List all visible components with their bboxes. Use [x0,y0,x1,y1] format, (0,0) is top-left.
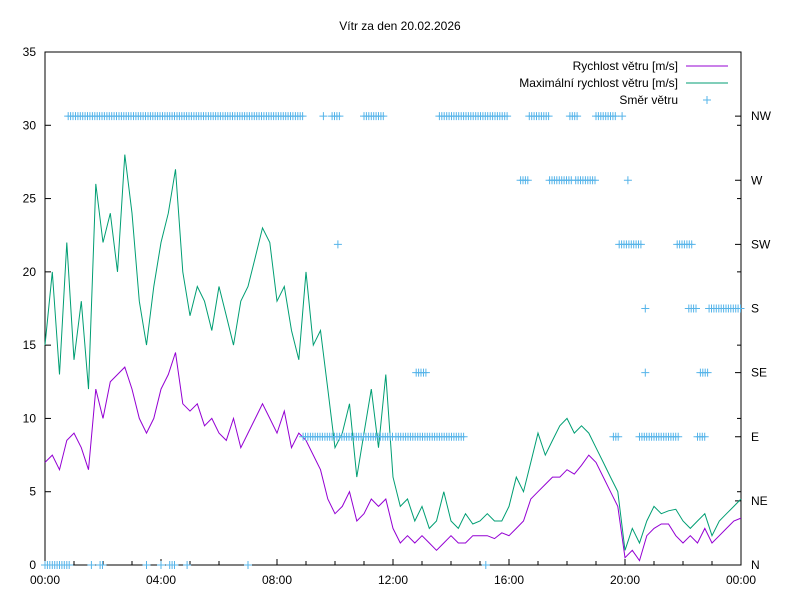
x-tick-label: 00:00 [726,573,756,587]
y2-tick-label: E [751,430,759,444]
direction-point [333,240,342,249]
direction-point [544,112,553,121]
y2-tick-label: NW [751,109,772,123]
direction-point [700,432,709,441]
direction-point [319,112,328,121]
legend-swatch-direction [703,96,711,104]
direction-point [142,561,151,569]
x-tick-label: 12:00 [378,573,408,587]
direction-point [244,561,252,569]
direction-point [674,432,683,441]
x-tick-label: 04:00 [146,573,176,587]
direction-point [636,240,645,249]
direction-point [614,432,623,441]
x-tick-label: 08:00 [262,573,292,587]
direction-point [481,561,490,569]
direction-point [98,561,107,569]
y-tick-label: 10 [23,411,37,425]
y2-tick-label: W [751,173,763,187]
direction-point [503,112,512,121]
direction-point [335,112,344,121]
gust-line [44,154,742,551]
legend-label-gust: Maximální rychlost větru [m/s] [519,76,678,90]
legend: Rychlost větru [m/s] Maximální rychlost … [519,59,728,107]
direction-point [379,112,388,121]
x-tick-label: 00:00 [30,573,60,587]
direction-point [618,112,627,121]
direction-point [157,561,165,569]
direction-point [687,240,696,249]
direction-point [611,112,620,121]
direction-point [170,561,179,569]
y-tick-label: 0 [29,558,36,572]
direction-point [523,176,532,185]
direction-point [641,368,650,377]
y2-tick-label: S [751,302,759,316]
legend-label-speed: Rychlost větru [m/s] [573,59,678,73]
legend-label-direction: Směr větru [619,93,678,107]
direction-point [623,176,632,185]
direction-point [591,176,599,185]
direction-point [692,304,700,313]
y-tick-label: 5 [29,485,36,499]
axes: 0 5 10 15 20 25 30 35 00:00 04:00 08:00 12:00 16:00 2… [23,45,772,587]
x-tick-label: 20:00 [610,573,640,587]
chart-title: Vítr za den 20.02.2026 [339,19,461,33]
direction-point [87,561,96,569]
direction-point [736,304,745,313]
y2-tick-label: N [751,558,760,572]
series-marks [41,112,745,569]
direction-point [641,304,650,313]
y2-tick-label: SE [751,366,767,380]
direction-point [573,112,582,121]
direction-point [183,561,192,569]
plot-frame [44,51,742,566]
speed-line [44,352,742,562]
y-tick-label: 30 [23,118,37,132]
direction-point [703,368,712,377]
y-tick-label: 35 [23,45,37,59]
direction-point [421,368,430,377]
y-tick-label: 25 [23,192,37,206]
y2-tick-label: NE [751,494,768,508]
x-tick-label: 16:00 [494,573,524,587]
direction-point [298,112,307,121]
direction-point [65,561,74,569]
direction-point [459,432,468,441]
y2-tick-label: SW [751,237,771,251]
y-tick-label: 15 [23,338,37,352]
y-tick-label: 20 [23,265,37,279]
